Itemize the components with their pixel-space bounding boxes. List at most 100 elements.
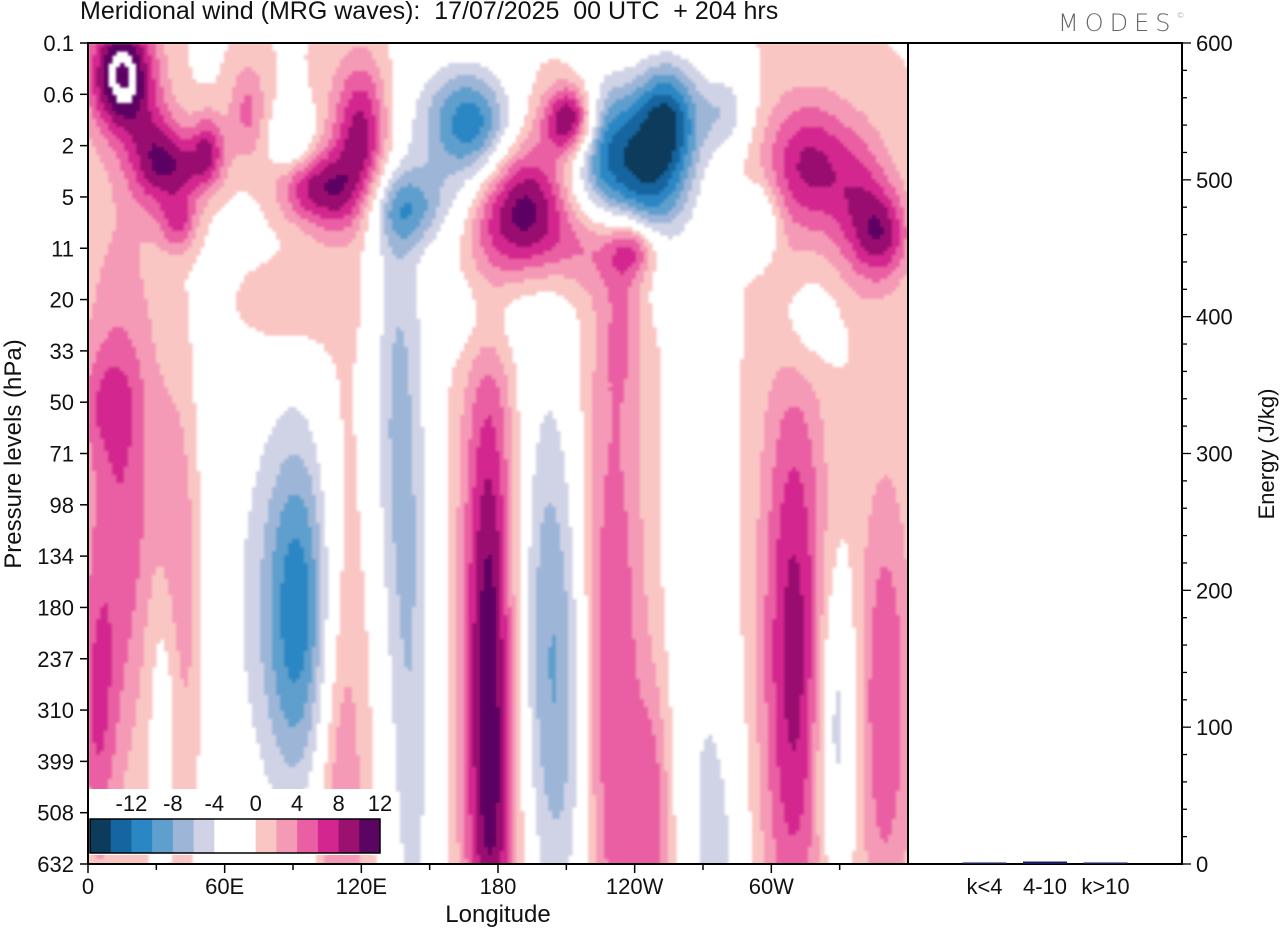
heatmap-cell	[640, 331, 657, 336]
heatmap-cell	[624, 479, 641, 484]
heatmap-cell	[640, 491, 661, 496]
heatmap-cell	[316, 103, 329, 108]
heatmap-cell	[608, 455, 621, 460]
heatmap-cell	[340, 99, 349, 104]
heatmap-cell	[168, 59, 189, 64]
heatmap-cell	[312, 91, 329, 96]
heatmap-cell	[148, 95, 157, 100]
heatmap-cell	[644, 579, 661, 584]
heatmap-cell	[592, 471, 609, 476]
heatmap-cell	[88, 583, 137, 588]
heatmap-cell	[768, 527, 781, 532]
heatmap-cell	[112, 623, 133, 628]
heatmap-cell	[744, 319, 793, 324]
heatmap-cell	[476, 567, 485, 572]
heatmap-cell	[756, 563, 769, 568]
heatmap-cell	[148, 43, 157, 48]
heatmap-cell	[428, 203, 441, 208]
heatmap-cell	[468, 583, 477, 588]
heatmap-cell	[476, 595, 481, 600]
heatmap-cell	[600, 623, 633, 628]
heatmap-cell	[640, 411, 661, 416]
heatmap-cell	[380, 403, 393, 408]
heatmap-cell	[280, 467, 309, 472]
heatmap-cell	[308, 143, 317, 148]
heatmap-cell	[884, 251, 897, 256]
heatmap-cell	[512, 439, 521, 444]
heatmap-cell	[136, 347, 157, 352]
heatmap-cell	[156, 47, 165, 52]
heatmap-cell	[840, 251, 857, 256]
heatmap-cell	[612, 211, 633, 216]
heatmap-cell	[584, 491, 593, 496]
heatmap-cell	[156, 143, 177, 148]
heatmap-cell	[156, 123, 169, 128]
heatmap-cell	[380, 399, 393, 404]
heatmap-cell	[468, 459, 477, 464]
heatmap-cell	[104, 71, 109, 76]
heatmap-cell	[568, 591, 573, 596]
heatmap-cell	[508, 167, 521, 172]
heatmap-cell	[396, 255, 405, 260]
heatmap-cell	[900, 503, 908, 508]
heatmap-cell	[352, 91, 369, 96]
heatmap-cell	[384, 511, 393, 516]
heatmap-cell	[452, 371, 469, 376]
heatmap-cell	[620, 451, 641, 456]
heatmap-cell	[760, 47, 893, 52]
heatmap-cell	[648, 55, 681, 60]
heatmap-cell	[380, 215, 385, 220]
heatmap-cell	[128, 379, 145, 384]
heatmap-cell	[776, 575, 789, 580]
heatmap-cell	[628, 555, 645, 560]
heatmap-cell	[752, 279, 845, 284]
heatmap-cell	[688, 87, 697, 92]
heatmap-cell	[756, 591, 769, 596]
heatmap-cell	[464, 343, 509, 348]
heatmap-cell	[292, 175, 305, 180]
heatmap-cell	[492, 235, 505, 240]
heatmap-cell	[108, 171, 125, 176]
heatmap-cell	[584, 499, 593, 504]
heatmap-cell	[140, 375, 165, 380]
heatmap-cell	[116, 71, 129, 76]
heatmap-cell	[384, 543, 397, 548]
heatmap-cell	[640, 471, 661, 476]
heatmap-cell	[100, 271, 141, 276]
heatmap-cell	[864, 247, 889, 252]
heatmap-cell	[776, 219, 785, 224]
heatmap-cell	[588, 595, 593, 600]
heatmap-cell	[96, 359, 141, 364]
heatmap-cell	[640, 291, 649, 296]
heatmap-cell	[756, 607, 765, 612]
heatmap-cell	[896, 251, 905, 256]
heatmap-cell	[880, 219, 893, 224]
heatmap-cell	[368, 191, 373, 196]
heatmap-cell	[380, 359, 393, 364]
heatmap-cell	[780, 527, 809, 532]
heatmap-cell	[508, 539, 513, 544]
heatmap-cell	[640, 511, 661, 516]
heatmap-cell	[532, 499, 569, 504]
heatmap-cell	[744, 159, 761, 164]
heatmap-cell	[744, 347, 809, 352]
heatmap-cell	[860, 239, 893, 244]
heatmap-cell	[460, 463, 469, 468]
heatmap-cell	[784, 491, 805, 496]
heatmap-cell	[424, 83, 445, 88]
heatmap-cell	[628, 315, 641, 320]
heatmap-cell	[400, 619, 413, 624]
heatmap-cell	[464, 407, 473, 412]
heatmap-cell	[312, 175, 337, 180]
heatmap-cell	[340, 607, 365, 612]
heatmap-cell	[388, 419, 413, 424]
heatmap-cell	[444, 83, 489, 88]
heatmap-cell	[88, 127, 101, 132]
heatmap-cell	[608, 111, 621, 116]
heatmap-cell	[104, 443, 133, 448]
heatmap-cell	[88, 267, 101, 272]
heatmap-cell	[648, 111, 677, 116]
heatmap-cell	[640, 127, 677, 132]
heatmap-cell	[740, 507, 761, 512]
heatmap-cell	[780, 187, 789, 192]
